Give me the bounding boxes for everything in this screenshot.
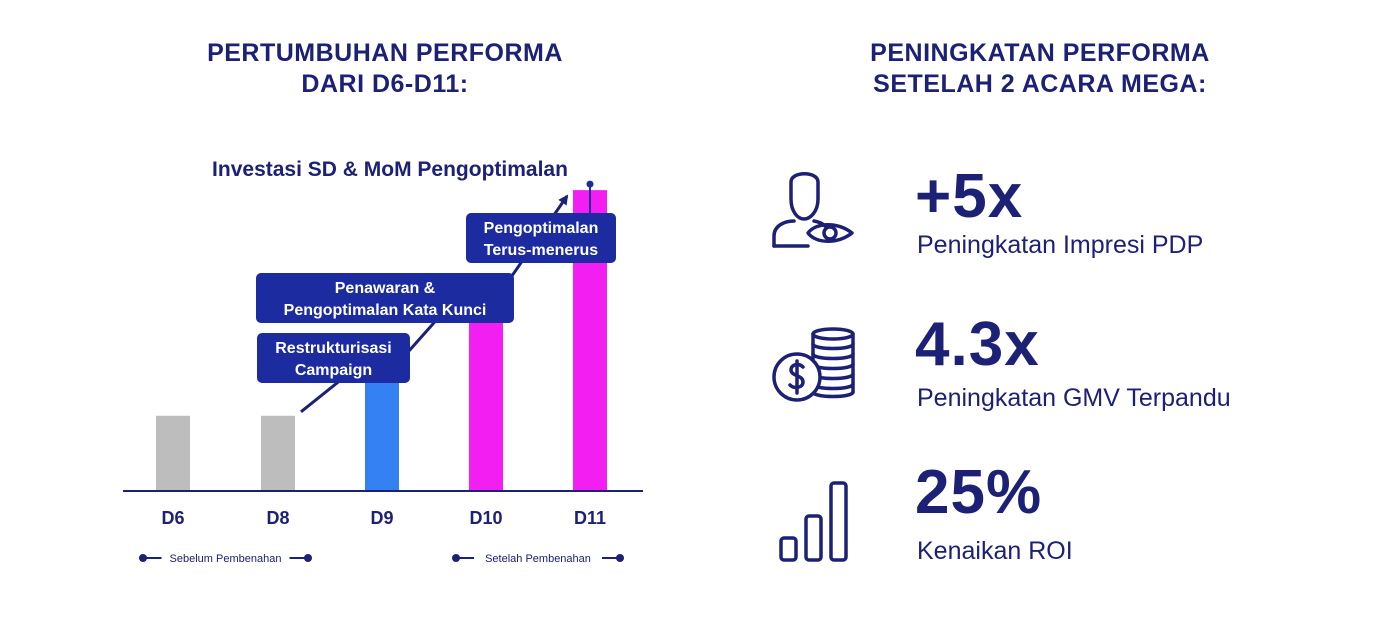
x-tick-label-d10: D10 [469, 508, 502, 528]
bar-d6 [156, 415, 190, 491]
x-tick-label-d11: D11 [574, 508, 606, 528]
period-bracket-dot [616, 554, 624, 562]
callout-d9: Restrukturisasi Campaign [257, 333, 410, 383]
period-label-bg [161, 550, 290, 566]
metric-value-roi: 25% [915, 458, 1043, 527]
period-label-bg [474, 550, 602, 566]
bar-d8 [261, 415, 295, 491]
period-label: Setelah Pembenahan [485, 553, 591, 565]
right-heading: PENINGKATAN PERFORMA SETELAH 2 ACARA MEG… [870, 39, 1210, 98]
coins-dollar-icon [772, 327, 855, 402]
x-tick-label-d6: D6 [161, 508, 184, 528]
period-bracket-dot [139, 554, 147, 562]
metric-value-gmv: 4.3x [915, 310, 1040, 379]
bar-growth-icon [779, 481, 848, 562]
metric-label-gmv: Peningkatan GMV Terpandu [917, 384, 1231, 412]
callout-d11: Pengoptimalan Terus-menerus [466, 213, 616, 263]
callout-dot-d11 [586, 180, 594, 188]
metric-value-impressions: +5x [915, 162, 1024, 231]
x-tick-label-d9: D9 [370, 508, 393, 528]
x-tick-label-d8: D8 [266, 508, 289, 528]
metric-label-impressions: Peningkatan Impresi PDP [917, 231, 1204, 259]
chart-title: Investasi SD & MoM Pengoptimalan [212, 158, 568, 181]
period-bracket-dot [452, 554, 460, 562]
left-heading: PERTUMBUHAN PERFORMA DARI D6-D11: [207, 39, 563, 98]
user-eye-icon [772, 172, 854, 248]
period-bracket-dot [304, 554, 312, 562]
metric-label-roi: Kenaikan ROI [917, 537, 1073, 565]
callout-d10: Penawaran & Pengoptimalan Kata Kunci [256, 273, 514, 323]
period-label: Sebelum Pembenahan [170, 553, 282, 565]
